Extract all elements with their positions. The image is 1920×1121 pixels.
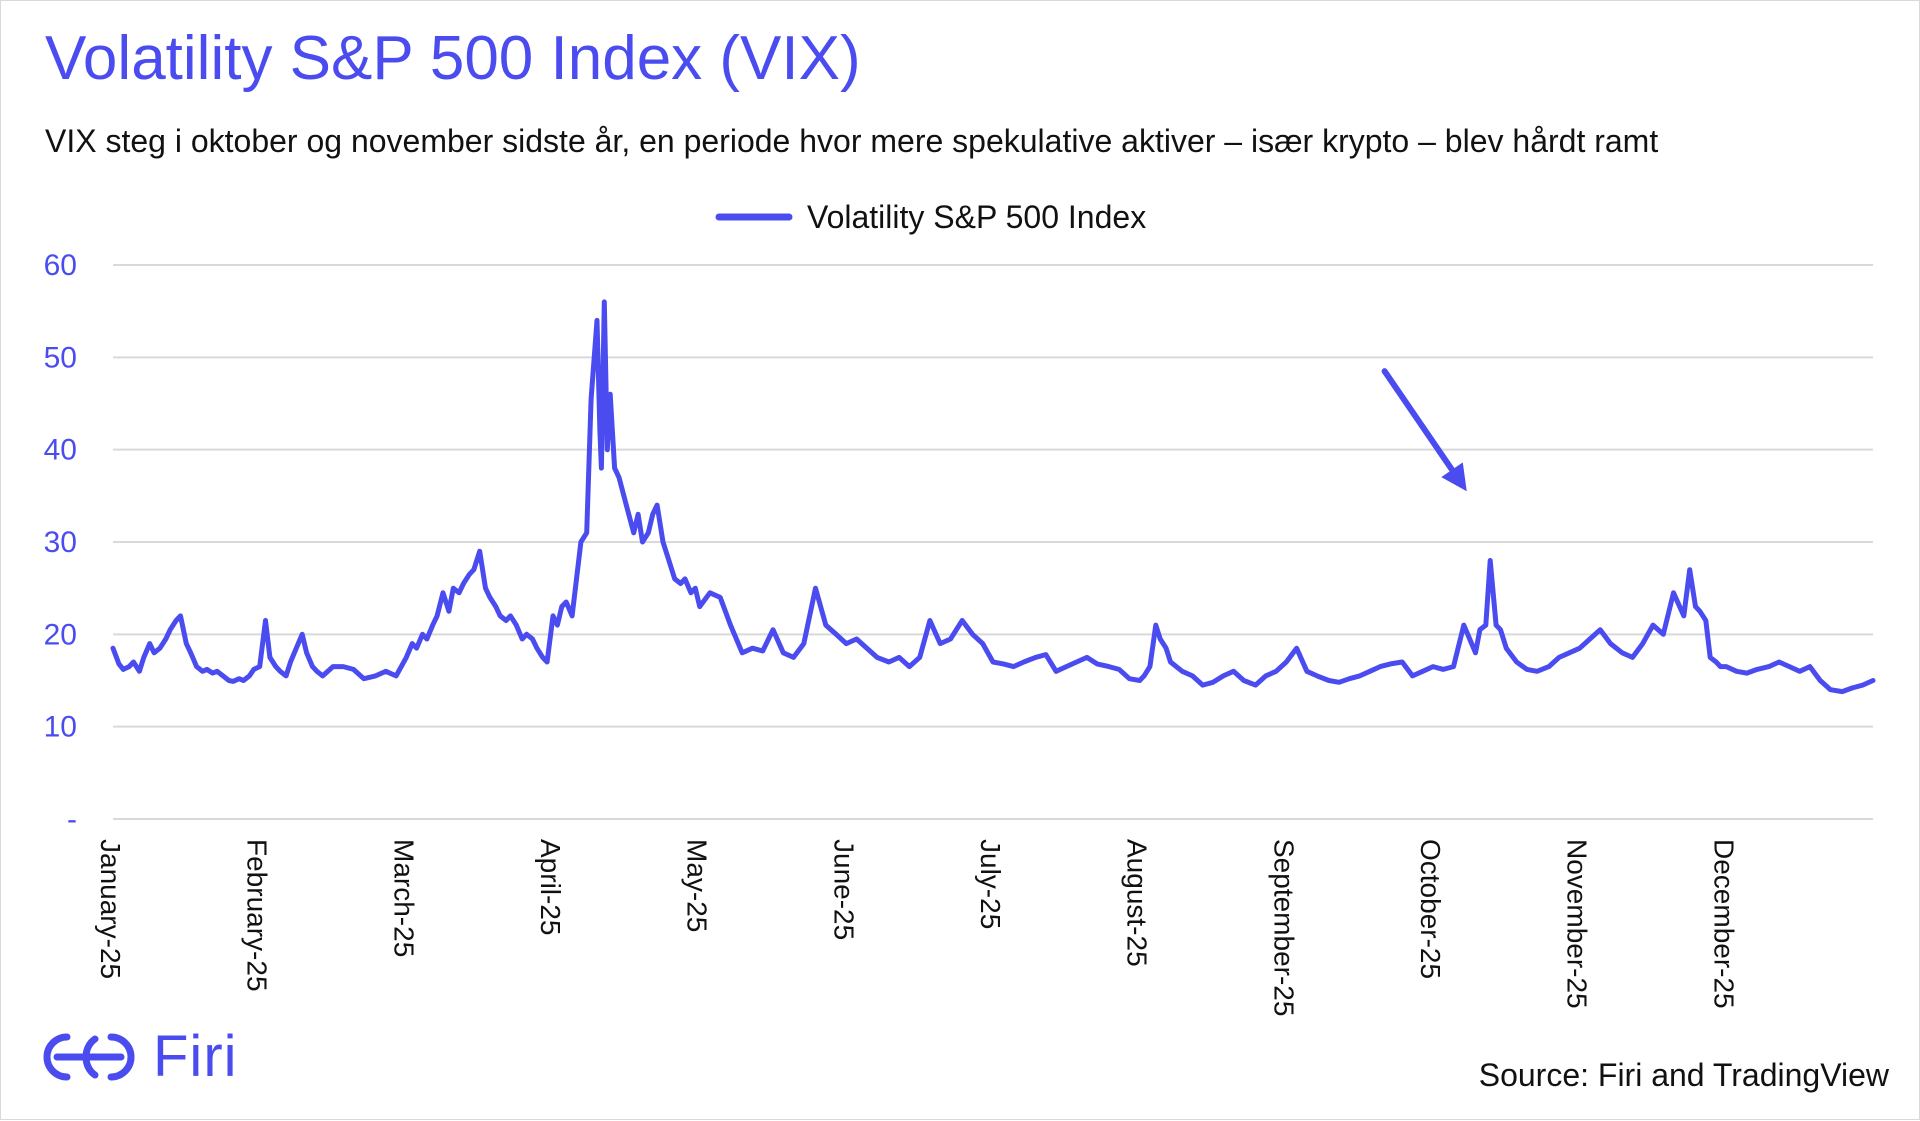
y-tick-label: 50	[44, 341, 77, 374]
y-tick-label: 10	[44, 711, 77, 744]
y-axis-ticks: - 10 20 30 40 50 60	[44, 249, 77, 836]
x-tick-label: November-25	[1562, 839, 1593, 1009]
x-tick-label: June-25	[828, 839, 859, 940]
x-tick-label: October-25	[1415, 839, 1446, 979]
x-tick-label: January-25	[95, 839, 126, 979]
x-tick-label: February-25	[242, 839, 273, 992]
y-tick-label: 30	[44, 526, 77, 559]
x-tick-label: April-25	[535, 839, 566, 935]
grid-lines	[113, 264, 1873, 820]
annotations	[1381, 368, 1467, 492]
brand-name: Firi	[153, 1024, 238, 1089]
legend-label: Volatility S&P 500 Index	[807, 199, 1146, 235]
arrow-icon	[1381, 368, 1456, 473]
x-tick-label: May-25	[682, 839, 713, 932]
chart-title: Volatility S&P 500 Index (VIX)	[45, 24, 861, 93]
y-tick-label: -	[67, 803, 77, 836]
arrow-head	[1441, 462, 1467, 492]
x-tick-label: December-25	[1708, 839, 1739, 1009]
chart-subtitle: VIX steg i oktober og november sidste år…	[45, 123, 1659, 159]
y-tick-label: 60	[44, 249, 77, 282]
x-tick-label: September-25	[1268, 839, 1299, 1016]
x-tick-label: August-25	[1122, 839, 1153, 967]
firi-logo-icon	[43, 1033, 135, 1080]
source-note: Source: Firi and TradingView	[1478, 1057, 1889, 1093]
brand: Firi	[37, 1023, 238, 1090]
series-line-vix	[110, 299, 1876, 695]
y-tick-label: 40	[44, 434, 77, 467]
series-layer	[110, 299, 1876, 695]
x-axis-ticks: January-25 February-25 March-25 April-25 May…	[95, 839, 1739, 1016]
y-tick-label: 20	[44, 618, 77, 651]
x-tick-label: July-25	[975, 839, 1006, 929]
x-tick-label: March-25	[388, 839, 419, 957]
legend: Volatility S&P 500 Index	[715, 199, 1146, 235]
